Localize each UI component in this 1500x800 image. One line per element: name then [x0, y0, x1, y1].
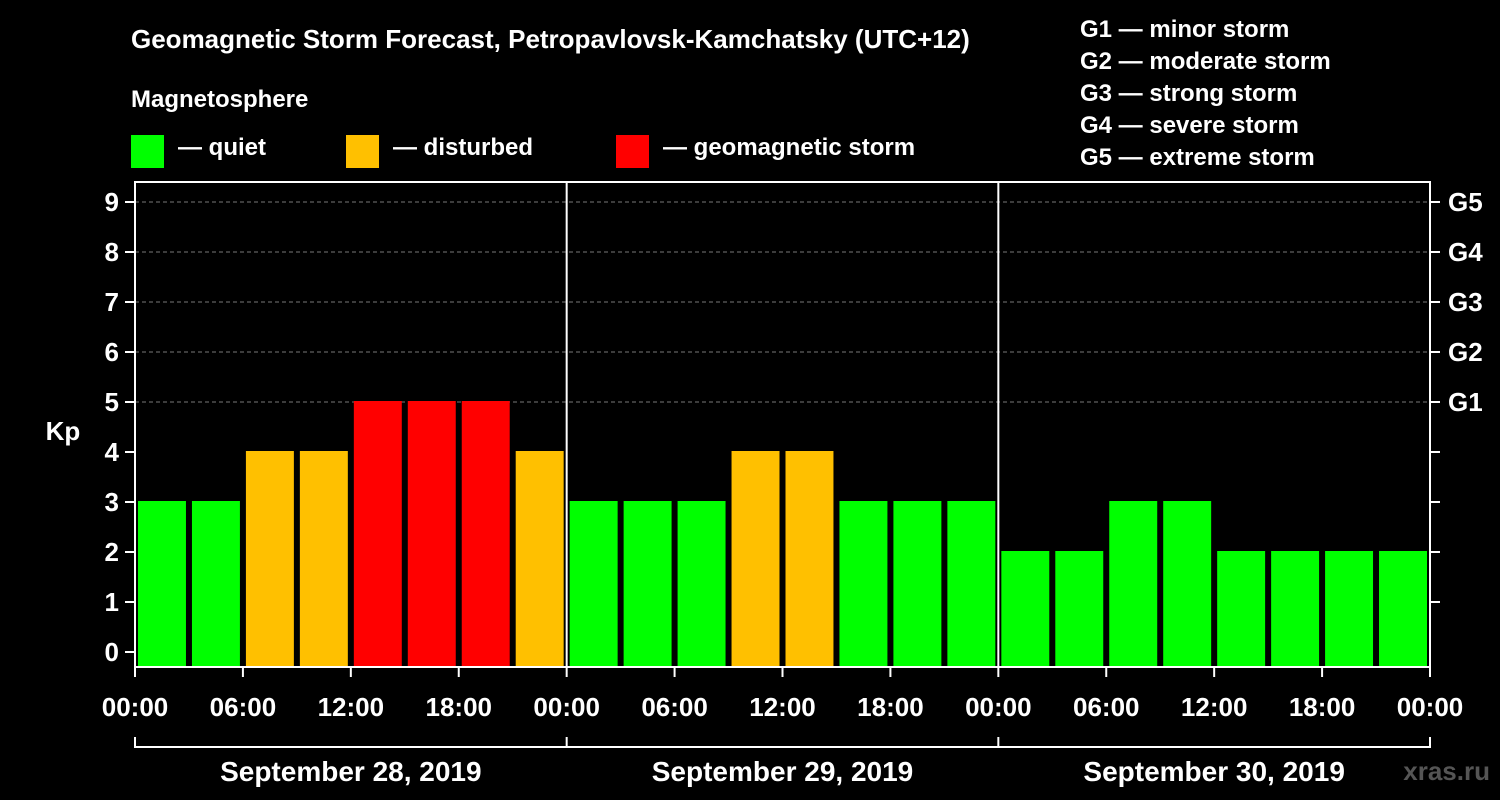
x-tick-label-11: 12:00 — [1181, 692, 1248, 722]
y-tick-label-4: 4 — [105, 437, 120, 467]
right-tick-label-g1: G1 — [1448, 387, 1483, 417]
x-tick-label-12: 18:00 — [1289, 692, 1356, 722]
kp-bar-4 — [299, 451, 348, 667]
right-tick-label-g2: G2 — [1448, 337, 1483, 367]
kp-bar-14 — [839, 501, 888, 667]
x-tick-label-1: 00:00 — [102, 692, 169, 722]
x-tick-label-13: 00:00 — [1397, 692, 1464, 722]
kp-bar-5 — [353, 401, 402, 667]
y-axis-label: Kp — [46, 416, 81, 446]
kp-bar-21 — [1217, 551, 1266, 667]
kp-bar-18 — [1055, 551, 1104, 667]
kp-bar-1 — [138, 501, 186, 667]
kp-bar-8 — [515, 451, 564, 667]
y-tick-label-3: 3 — [105, 487, 119, 517]
x-tick-label-4: 18:00 — [426, 692, 493, 722]
kp-bar-9 — [569, 501, 618, 667]
legend-label-quiet: — quiet — [178, 134, 266, 161]
g-scale-g5: G5 — extreme storm — [1080, 144, 1315, 171]
legend-label-disturbed: — disturbed — [393, 134, 534, 161]
x-tick-label-9: 00:00 — [965, 692, 1032, 722]
kp-bar-7 — [461, 401, 510, 667]
kp-bar-6 — [407, 401, 456, 667]
right-tick-label-g3: G3 — [1448, 287, 1483, 317]
kp-bar-19 — [1109, 501, 1158, 667]
right-tick-label-g5: G5 — [1448, 187, 1483, 217]
kp-bar-10 — [623, 501, 672, 667]
legend-swatch-storm — [616, 135, 649, 168]
kp-bar-3 — [245, 451, 294, 667]
kp-bar-23 — [1325, 551, 1374, 667]
watermark: xras.ru — [1403, 756, 1490, 786]
kp-bar-22 — [1271, 551, 1320, 667]
g-scale-g4: G4 — severe storm — [1080, 112, 1299, 139]
kp-bar-17 — [1001, 551, 1050, 667]
legend-swatch-disturbed — [346, 135, 379, 168]
y-tick-label-5: 5 — [105, 387, 119, 417]
date-label-1: September 28, 2019 — [220, 756, 482, 787]
g-scale-g2: G2 — moderate storm — [1080, 48, 1331, 75]
kp-bar-12 — [731, 451, 780, 667]
y-tick-label-0: 0 — [105, 637, 119, 667]
g-scale-g3: G3 — strong storm — [1080, 80, 1298, 107]
kp-bar-20 — [1163, 501, 1212, 667]
x-tick-label-2: 06:00 — [210, 692, 277, 722]
kp-bar-24 — [1379, 551, 1427, 667]
g-scale-g1: G1 — minor storm — [1080, 16, 1290, 43]
y-tick-label-8: 8 — [105, 237, 119, 267]
x-tick-label-10: 06:00 — [1073, 692, 1140, 722]
kp-bar-15 — [893, 501, 942, 667]
right-tick-label-g4: G4 — [1448, 237, 1483, 267]
y-tick-label-9: 9 — [105, 187, 119, 217]
y-tick-label-1: 1 — [105, 587, 119, 617]
legend-swatch-quiet — [131, 135, 164, 168]
x-tick-label-5: 00:00 — [533, 692, 600, 722]
legend-label-storm: — geomagnetic storm — [663, 134, 916, 161]
kp-bar-2 — [191, 501, 240, 667]
y-tick-label-2: 2 — [105, 537, 119, 567]
date-label-3: September 30, 2019 — [1083, 756, 1345, 787]
date-label-2: September 29, 2019 — [652, 756, 914, 787]
kp-bar-16 — [947, 501, 996, 667]
x-tick-label-6: 06:00 — [641, 692, 708, 722]
kp-bar-11 — [677, 501, 726, 667]
chart-title: Geomagnetic Storm Forecast, Petropavlovs… — [131, 24, 970, 54]
legend-heading: Magnetosphere — [131, 86, 309, 113]
kp-bar-13 — [785, 451, 834, 667]
y-tick-label-7: 7 — [105, 287, 119, 317]
y-tick-label-6: 6 — [105, 337, 119, 367]
x-tick-label-8: 18:00 — [857, 692, 924, 722]
x-tick-label-3: 12:00 — [318, 692, 385, 722]
x-tick-label-7: 12:00 — [749, 692, 816, 722]
